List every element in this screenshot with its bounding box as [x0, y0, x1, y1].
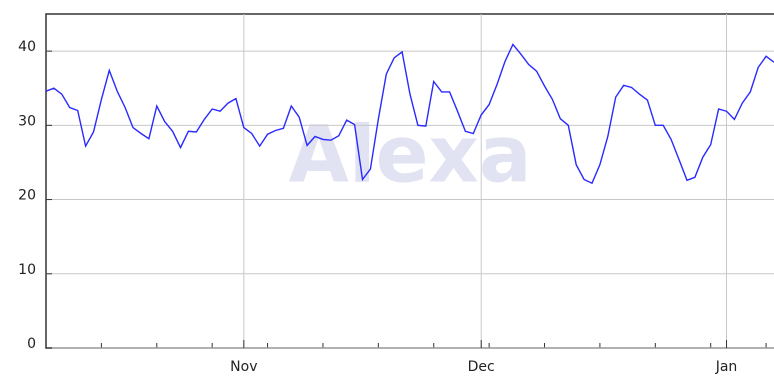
y-tick-label: 20 — [18, 188, 36, 204]
y-tick-label: 0 — [27, 336, 36, 352]
plot-area — [45, 13, 774, 349]
y-tick-label: 30 — [18, 113, 36, 129]
data-line — [45, 43, 774, 185]
x-tick-label: Jan — [715, 359, 738, 375]
x-tick-label: Nov — [230, 359, 257, 375]
y-tick-label: 10 — [18, 262, 36, 278]
y-tick-label: 40 — [18, 39, 36, 55]
x-tick-label: Dec — [468, 359, 495, 375]
watermark: Alexa — [289, 110, 532, 200]
